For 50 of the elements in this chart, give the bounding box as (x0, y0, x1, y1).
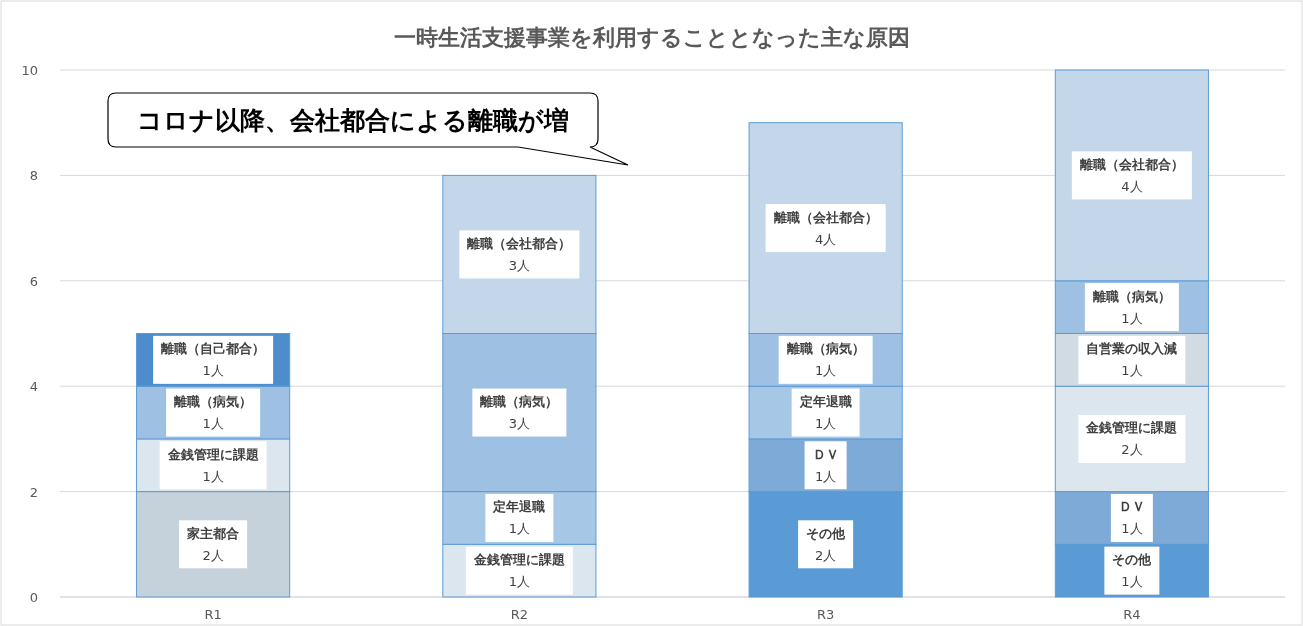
data-label: 4人 (814, 231, 837, 247)
data-label: 1人 (1121, 521, 1143, 537)
data-label: 1人 (202, 468, 224, 484)
series-label: 定年退職 (492, 499, 546, 515)
x-tick-label: R4 (1123, 607, 1141, 622)
series-label: 離職（病気） (1091, 288, 1171, 304)
data-label: 2人 (814, 547, 837, 563)
data-label: 1人 (814, 416, 837, 432)
chart-title: 一時生活支援事業を利用することとなった主な原因 (393, 25, 910, 50)
series-label: 家主都合 (186, 525, 240, 541)
text: ＤＶ (812, 446, 839, 462)
y-tick-label: 4 (29, 379, 38, 395)
data-label: 1人 (814, 468, 837, 484)
data-label: 3人 (508, 416, 531, 432)
series-label: ＤＶ (1118, 499, 1145, 515)
data-label: 2人 (202, 547, 224, 563)
y-tick-label: 10 (21, 63, 38, 78)
data-label: 1人 (1121, 574, 1143, 590)
series-label: 離職（自己都合） (160, 341, 266, 357)
text: 離職（病気） (786, 341, 865, 357)
x-tick-label: R2 (510, 607, 529, 622)
data-label: 1人 (1121, 363, 1143, 379)
data-label: 3人 (508, 257, 531, 273)
series-label: 自営業の収入減 (1086, 341, 1178, 357)
text: 離職（会社都合） (467, 235, 572, 251)
y-tick-label: 8 (29, 168, 38, 184)
text: 金銭管理に課題 (473, 552, 565, 568)
series-label: 離職（会社都合） (1078, 156, 1184, 172)
text: 定年退職 (799, 394, 852, 410)
text: 離職（病気） (174, 394, 253, 410)
data-label: 1人 (814, 363, 837, 379)
data-label: 2人 (1121, 442, 1143, 458)
y-tick-label: 6 (29, 273, 38, 289)
data-label: 1人 (508, 574, 531, 590)
x-tick-label: R1 (204, 607, 222, 622)
text: 離職（会社都合） (773, 209, 878, 225)
x-tick-label: R3 (816, 607, 835, 622)
data-label: 1人 (202, 363, 224, 379)
y-tick-label: 0 (29, 590, 38, 605)
series-label: 金銭管理に課題 (166, 446, 259, 462)
y-tick-label: 2 (29, 484, 38, 500)
annotation: コロナ以降、会社都合による離職が増 (137, 106, 569, 135)
data-label: 4人 (1121, 178, 1143, 194)
text: その他 (806, 525, 846, 541)
series-label: その他 (1112, 552, 1153, 568)
data-label: 1人 (202, 416, 224, 432)
text: 金銭管理に課題 (1086, 420, 1178, 436)
text: 離職（病気） (480, 394, 559, 410)
data-label: 1人 (508, 521, 531, 537)
data-label: 1人 (1121, 310, 1143, 326)
